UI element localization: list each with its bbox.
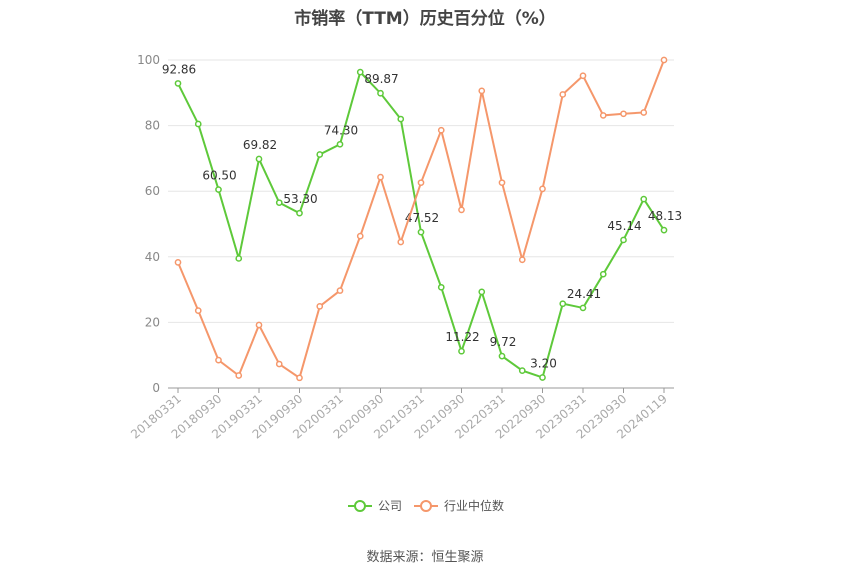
data-label: 3.20 — [530, 357, 557, 371]
y-tick-label: 40 — [145, 250, 160, 264]
data-point — [336, 140, 344, 148]
data-point — [478, 87, 486, 95]
y-tick-label: 0 — [152, 381, 160, 395]
y-tick-label: 20 — [145, 315, 160, 329]
y-tick-label: 60 — [145, 184, 160, 198]
legend-marker — [354, 500, 366, 512]
legend-label: 行业中位数 — [444, 498, 504, 513]
data-point — [498, 352, 506, 360]
data-point — [579, 304, 587, 312]
data-label: 48.13 — [648, 209, 682, 223]
data-point — [255, 321, 263, 329]
data-point — [275, 199, 283, 207]
data-label: 53.30 — [283, 192, 317, 206]
data-point — [599, 270, 607, 278]
data-point — [316, 151, 324, 158]
legend-label: 公司 — [378, 499, 402, 513]
data-label: 24.41 — [567, 287, 601, 301]
data-point — [498, 179, 506, 187]
data-point — [255, 155, 263, 163]
data-point — [660, 56, 668, 64]
data-point — [539, 185, 546, 193]
data-point — [620, 110, 627, 118]
data-point — [397, 238, 405, 246]
data-point — [620, 236, 627, 244]
y-tick-label: 100 — [137, 53, 160, 67]
data-point — [397, 115, 405, 123]
data-point — [194, 120, 202, 128]
data-point — [275, 360, 283, 368]
data-point — [417, 179, 425, 187]
data-point — [296, 209, 303, 217]
data-point — [660, 226, 668, 234]
data-point — [235, 372, 243, 379]
data-point — [417, 228, 425, 236]
data-point — [518, 367, 526, 374]
data-point — [296, 374, 303, 382]
data-label: 11.22 — [445, 330, 479, 344]
data-label: 92.86 — [162, 62, 196, 76]
data-point — [356, 68, 364, 76]
data-source-note: 数据来源：恒生聚源 — [366, 550, 484, 565]
data-point — [437, 283, 445, 291]
data-point — [640, 195, 648, 203]
data-point — [356, 232, 364, 240]
data-point — [377, 89, 384, 97]
data-label: 74.30 — [324, 123, 358, 137]
data-point — [478, 288, 486, 296]
data-label: 69.82 — [243, 138, 277, 152]
data-point — [579, 72, 587, 80]
chart-title: 市销率（TTM）历史百分位（%） — [294, 9, 556, 29]
data-point — [458, 347, 465, 355]
data-point — [539, 374, 546, 381]
data-point — [194, 307, 202, 314]
data-label: 89.87 — [364, 72, 398, 86]
data-point — [377, 173, 384, 181]
data-point — [640, 109, 648, 116]
data-point — [458, 206, 465, 214]
data-label: 9.72 — [490, 335, 517, 349]
data-point — [437, 126, 445, 134]
data-label: 47.52 — [405, 211, 439, 225]
data-label: 60.50 — [202, 169, 236, 183]
data-point — [599, 112, 607, 119]
data-point — [559, 91, 567, 98]
data-point — [518, 256, 526, 264]
data-point — [316, 302, 324, 310]
y-tick-label: 80 — [145, 119, 160, 133]
data-point — [235, 255, 243, 262]
data-point — [174, 80, 182, 87]
data-point — [215, 186, 222, 193]
data-point — [559, 300, 567, 308]
data-point — [215, 356, 222, 364]
legend-marker — [420, 500, 432, 512]
data-point — [174, 259, 182, 266]
data-label: 45.14 — [607, 219, 641, 233]
data-point — [336, 287, 344, 294]
